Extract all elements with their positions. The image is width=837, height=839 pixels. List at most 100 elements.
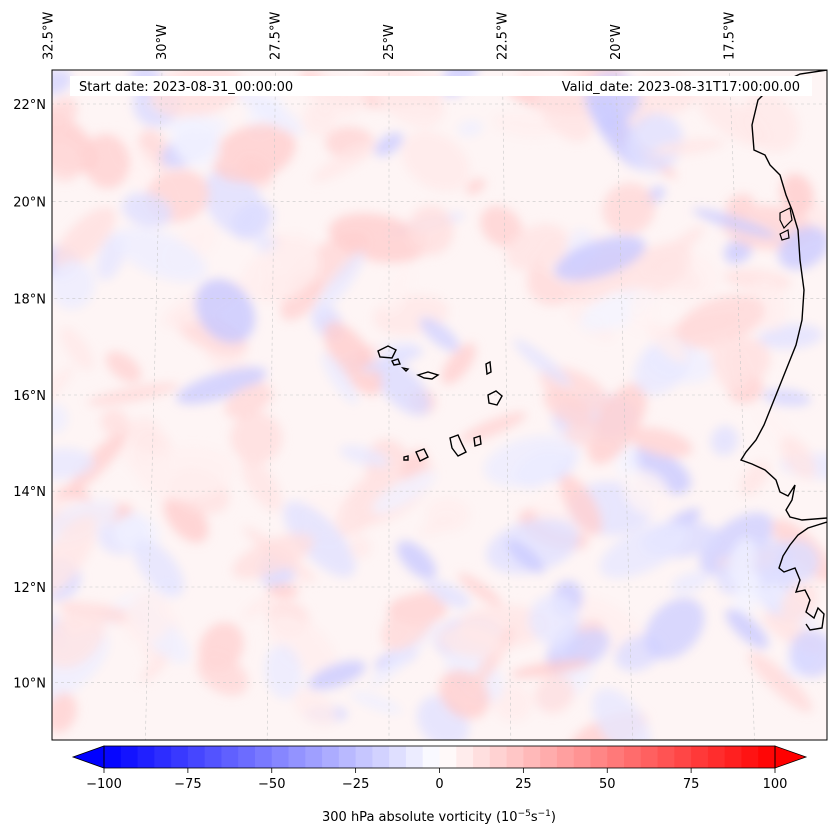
colorbar-segment [624, 746, 642, 768]
colorbar-segment [338, 746, 357, 768]
vorticity-blob [627, 447, 691, 495]
vorticity-blob [197, 652, 248, 696]
colorbar-tick-label: 75 [683, 777, 700, 792]
vorticity-blob [241, 456, 282, 512]
vorticity-blob [407, 205, 454, 256]
vorticity-blob [645, 321, 688, 363]
vorticity-blob [224, 383, 272, 419]
santa-luzia-islet [400, 366, 410, 372]
colorbar-segment [590, 746, 608, 768]
colorbar-segment [640, 746, 659, 768]
colorbar-segment [724, 746, 743, 768]
longitude-tick-label: 32.5°W [42, 12, 57, 60]
vorticity-blob [308, 660, 366, 690]
colorbar-segment [120, 746, 139, 768]
colorbar-segment [556, 746, 575, 768]
vorticity-blob [52, 516, 97, 598]
vorticity-blob [506, 539, 545, 574]
latitude-tick-label: 10°N [13, 676, 46, 691]
map-panel: Start date: 2023-08-31_00:00:00 Valid_da… [51, 69, 828, 741]
valid-date-label: Valid_date: 2023-08-31T17:00:00.00 [562, 80, 800, 95]
gridlines [52, 70, 827, 740]
vorticity-blob [242, 243, 320, 303]
vorticity-blob [294, 689, 336, 727]
vorticity-blob [587, 382, 647, 465]
vorticity-blob [115, 227, 207, 282]
vorticity-blob [486, 518, 580, 574]
colorbar-tick-label: 50 [599, 777, 616, 792]
vorticity-blob [599, 522, 688, 578]
banc-arguin-islet [779, 207, 793, 230]
vorticity-blob [60, 327, 94, 370]
vorticity-blob [124, 590, 173, 644]
vorticity-blob [268, 614, 337, 676]
longitude-tick-label: 20°W [609, 24, 624, 60]
meridian-line [266, 70, 276, 740]
vorticity-blob [762, 388, 812, 407]
vorticity-blob [513, 339, 572, 387]
vorticity-blob [728, 537, 756, 585]
cape-verde-islands [377, 345, 503, 462]
vorticity-blob [778, 226, 827, 270]
vorticity-blob [459, 411, 527, 443]
colorbar-ticks: −100 −75 −50 −25 0 25 50 75 100 [86, 768, 787, 792]
colorbar-segment [221, 746, 239, 768]
vorticity-blob [231, 201, 274, 240]
vorticity-blob [328, 213, 428, 263]
vorticity-blob [373, 358, 431, 416]
colorbar-segment [254, 746, 273, 768]
map-frame [51, 69, 828, 741]
colorbar-segment [657, 746, 675, 768]
colorbar-segment [674, 746, 692, 768]
vorticity-blob [543, 389, 594, 428]
latitude-tick-label: 20°N [13, 195, 46, 210]
vorticity-blob [419, 317, 460, 352]
colorbar-segments [104, 746, 776, 768]
colorbar-tick-label: −50 [258, 777, 285, 792]
vorticity-blob [280, 278, 322, 321]
vorticity-blob [780, 435, 816, 480]
colorbar-tick-label: −75 [174, 777, 201, 792]
colorbar-segment [137, 746, 155, 768]
vorticity-blob [339, 445, 390, 467]
coast-islet [779, 229, 790, 241]
vorticity-blob [381, 590, 440, 651]
vorticity-blob [230, 412, 283, 464]
vorticity-blob [324, 321, 382, 396]
vorticity-blob [211, 123, 296, 183]
vorticity-blob [438, 624, 504, 659]
colorbar-segment [389, 746, 407, 768]
colorbar-label: 300 hPa absolute vorticity (10−5s−1) [322, 809, 556, 825]
vorticity-blob [492, 111, 558, 138]
vorticity-blob [52, 97, 78, 131]
vorticity-blob [441, 343, 476, 385]
colorbar-segment [456, 746, 474, 768]
colorbar-segment [439, 746, 457, 768]
vorticity-blob [780, 582, 818, 622]
latitude-tick-label: 12°N [13, 581, 46, 596]
vorticity-blob [52, 448, 95, 479]
vorticity-blob [52, 607, 106, 669]
colorbar: −100 −75 −50 −25 0 25 50 75 100 300 hPa absolute… [71, 745, 808, 825]
vorticity-blob [312, 141, 377, 183]
colorbar-tick-label: 100 [763, 777, 788, 792]
vorticity-blob [127, 417, 161, 451]
colorbar-tick-label: 0 [435, 777, 443, 792]
vorticity-blob [100, 409, 131, 438]
vorticity-blob [676, 294, 765, 349]
vorticity-blob [401, 131, 470, 192]
vorticity-blob [53, 207, 116, 271]
colorbar-min-extend-arrow [71, 745, 105, 769]
sao-nicolau-island [416, 371, 440, 380]
vorticity-blob [505, 224, 567, 271]
vorticity-blob [336, 468, 395, 536]
vorticity-blob [559, 474, 603, 535]
vorticity-blob [232, 533, 314, 579]
colorbar-segment [104, 746, 122, 768]
colorbar-segment [204, 746, 223, 768]
vorticity-blob [492, 683, 532, 722]
colorbar-segment [271, 746, 290, 768]
vorticity-blob [602, 183, 656, 235]
vorticity-blob [480, 205, 523, 248]
